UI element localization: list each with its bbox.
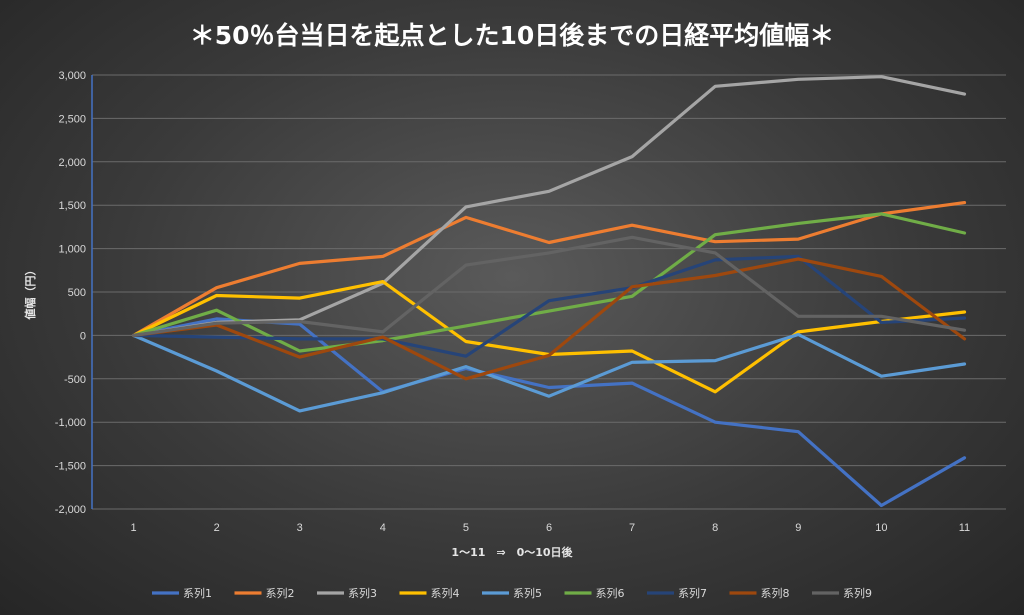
legend-item: 系列8 — [729, 586, 790, 600]
x-tick-label: 1 — [130, 522, 136, 534]
legend-item: 系列7 — [647, 586, 707, 600]
legend-item: 系列5 — [482, 586, 542, 600]
legend-item: 系列2 — [234, 586, 295, 600]
legend-label: 系列6 — [596, 586, 625, 600]
y-tick-label: 500 — [68, 287, 86, 299]
series-line-1 — [131, 317, 967, 508]
series-line-9 — [131, 235, 967, 337]
x-tick-label: 3 — [297, 522, 303, 534]
x-tick-label: 2 — [214, 522, 220, 534]
legend-label: 系列2 — [266, 586, 295, 600]
y-tick-label: -1,000 — [55, 417, 86, 429]
y-tick-label: 3,000 — [58, 70, 86, 82]
legend-label: 系列1 — [183, 586, 212, 600]
x-tick-label: 10 — [875, 522, 887, 534]
legend-item: 系列6 — [564, 586, 625, 600]
y-tick-label: 0 — [80, 330, 86, 342]
y-tick-label: 2,000 — [58, 157, 86, 169]
y-tick-label: -2,000 — [55, 504, 86, 516]
x-tick-label: 8 — [712, 522, 718, 534]
series-lines — [131, 75, 967, 508]
series-line-2 — [131, 201, 967, 337]
x-tick-label: 9 — [795, 522, 801, 534]
x-axis-label: 1～11 ⇒ 0～10日後 — [451, 545, 573, 559]
series-line-5 — [131, 332, 967, 413]
chart-title: ＊50％台当日を起点とした10日後までの日経平均値幅＊ — [190, 21, 835, 50]
y-tick-label: -1,500 — [55, 461, 86, 473]
legend-label: 系列9 — [843, 586, 872, 600]
legend-label: 系列4 — [431, 586, 460, 600]
legend-label: 系列8 — [761, 586, 790, 600]
series-line-7 — [131, 254, 967, 358]
y-tick-label: 2,500 — [58, 113, 86, 125]
y-tick-label: 1,500 — [58, 200, 86, 212]
y-tick-label: -500 — [64, 374, 86, 386]
legend-item: 系列4 — [399, 586, 460, 600]
x-tick-labels: 1 2 3 4 5 6 7 8 9 10 11 — [130, 522, 970, 534]
x-tick-label: 5 — [463, 522, 469, 534]
legend-label: 系列5 — [513, 586, 542, 600]
x-tick-label: 6 — [546, 522, 552, 534]
x-tick-label: 4 — [380, 522, 386, 534]
legend-label: 系列3 — [348, 586, 377, 600]
legend-item: 系列3 — [317, 586, 377, 600]
x-tick-label: 11 — [959, 522, 970, 534]
y-tick-label: 1,000 — [58, 244, 86, 256]
gridlines — [92, 74, 1006, 510]
y-tick-labels: 3,000 2,500 2,000 1,500 1,000 500 0 -500 -1,000 -… — [55, 70, 86, 516]
legend-label: 系列7 — [678, 586, 707, 600]
series-line-6 — [131, 212, 967, 353]
legend-item: 系列1 — [152, 586, 212, 600]
legend-item: 系列9 — [812, 586, 872, 600]
series-line-8 — [131, 257, 967, 381]
y-axis-label: 値幅（円） — [23, 265, 37, 321]
x-tick-label: 7 — [629, 522, 635, 534]
legend: 系列1 系列2 系列3 系列4 系列5 系列6 系列7 系列8 系列9 — [152, 586, 872, 600]
